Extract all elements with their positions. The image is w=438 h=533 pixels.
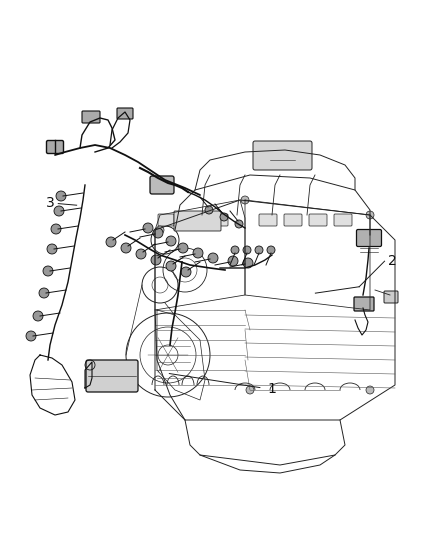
Circle shape <box>246 386 254 394</box>
FancyBboxPatch shape <box>174 211 221 231</box>
Circle shape <box>43 266 53 276</box>
Circle shape <box>220 213 228 221</box>
FancyBboxPatch shape <box>194 214 210 226</box>
FancyBboxPatch shape <box>309 214 327 226</box>
FancyBboxPatch shape <box>150 176 174 194</box>
Circle shape <box>106 237 116 247</box>
Circle shape <box>121 243 131 253</box>
Circle shape <box>166 236 176 246</box>
Text: 2: 2 <box>388 254 396 268</box>
FancyBboxPatch shape <box>334 214 352 226</box>
FancyBboxPatch shape <box>46 141 64 154</box>
FancyBboxPatch shape <box>354 297 374 311</box>
Circle shape <box>243 246 251 254</box>
Text: 3: 3 <box>46 196 55 209</box>
Circle shape <box>181 267 191 277</box>
Circle shape <box>178 243 188 253</box>
Circle shape <box>166 261 176 271</box>
Circle shape <box>33 311 43 321</box>
Circle shape <box>156 226 164 234</box>
FancyBboxPatch shape <box>259 214 277 226</box>
Circle shape <box>47 244 57 254</box>
FancyBboxPatch shape <box>176 214 192 226</box>
FancyBboxPatch shape <box>86 360 138 392</box>
Circle shape <box>366 386 374 394</box>
FancyBboxPatch shape <box>212 214 228 226</box>
Circle shape <box>243 258 253 268</box>
Circle shape <box>193 248 203 258</box>
Circle shape <box>255 246 263 254</box>
Circle shape <box>235 220 243 228</box>
FancyBboxPatch shape <box>384 291 398 303</box>
Circle shape <box>267 246 275 254</box>
Circle shape <box>151 255 161 265</box>
Circle shape <box>366 211 374 219</box>
Circle shape <box>56 191 66 201</box>
Circle shape <box>39 288 49 298</box>
Circle shape <box>51 224 61 234</box>
Circle shape <box>241 196 249 204</box>
Circle shape <box>208 253 218 263</box>
Circle shape <box>205 206 213 214</box>
FancyBboxPatch shape <box>284 214 302 226</box>
FancyBboxPatch shape <box>117 108 133 119</box>
Circle shape <box>228 256 238 266</box>
Circle shape <box>231 246 239 254</box>
Text: 1: 1 <box>267 382 276 396</box>
Circle shape <box>26 331 36 341</box>
Circle shape <box>143 223 153 233</box>
Circle shape <box>136 249 146 259</box>
FancyBboxPatch shape <box>158 214 174 226</box>
Circle shape <box>153 228 163 238</box>
FancyBboxPatch shape <box>357 230 381 246</box>
FancyBboxPatch shape <box>253 141 312 170</box>
FancyBboxPatch shape <box>82 111 100 123</box>
Circle shape <box>54 206 64 216</box>
